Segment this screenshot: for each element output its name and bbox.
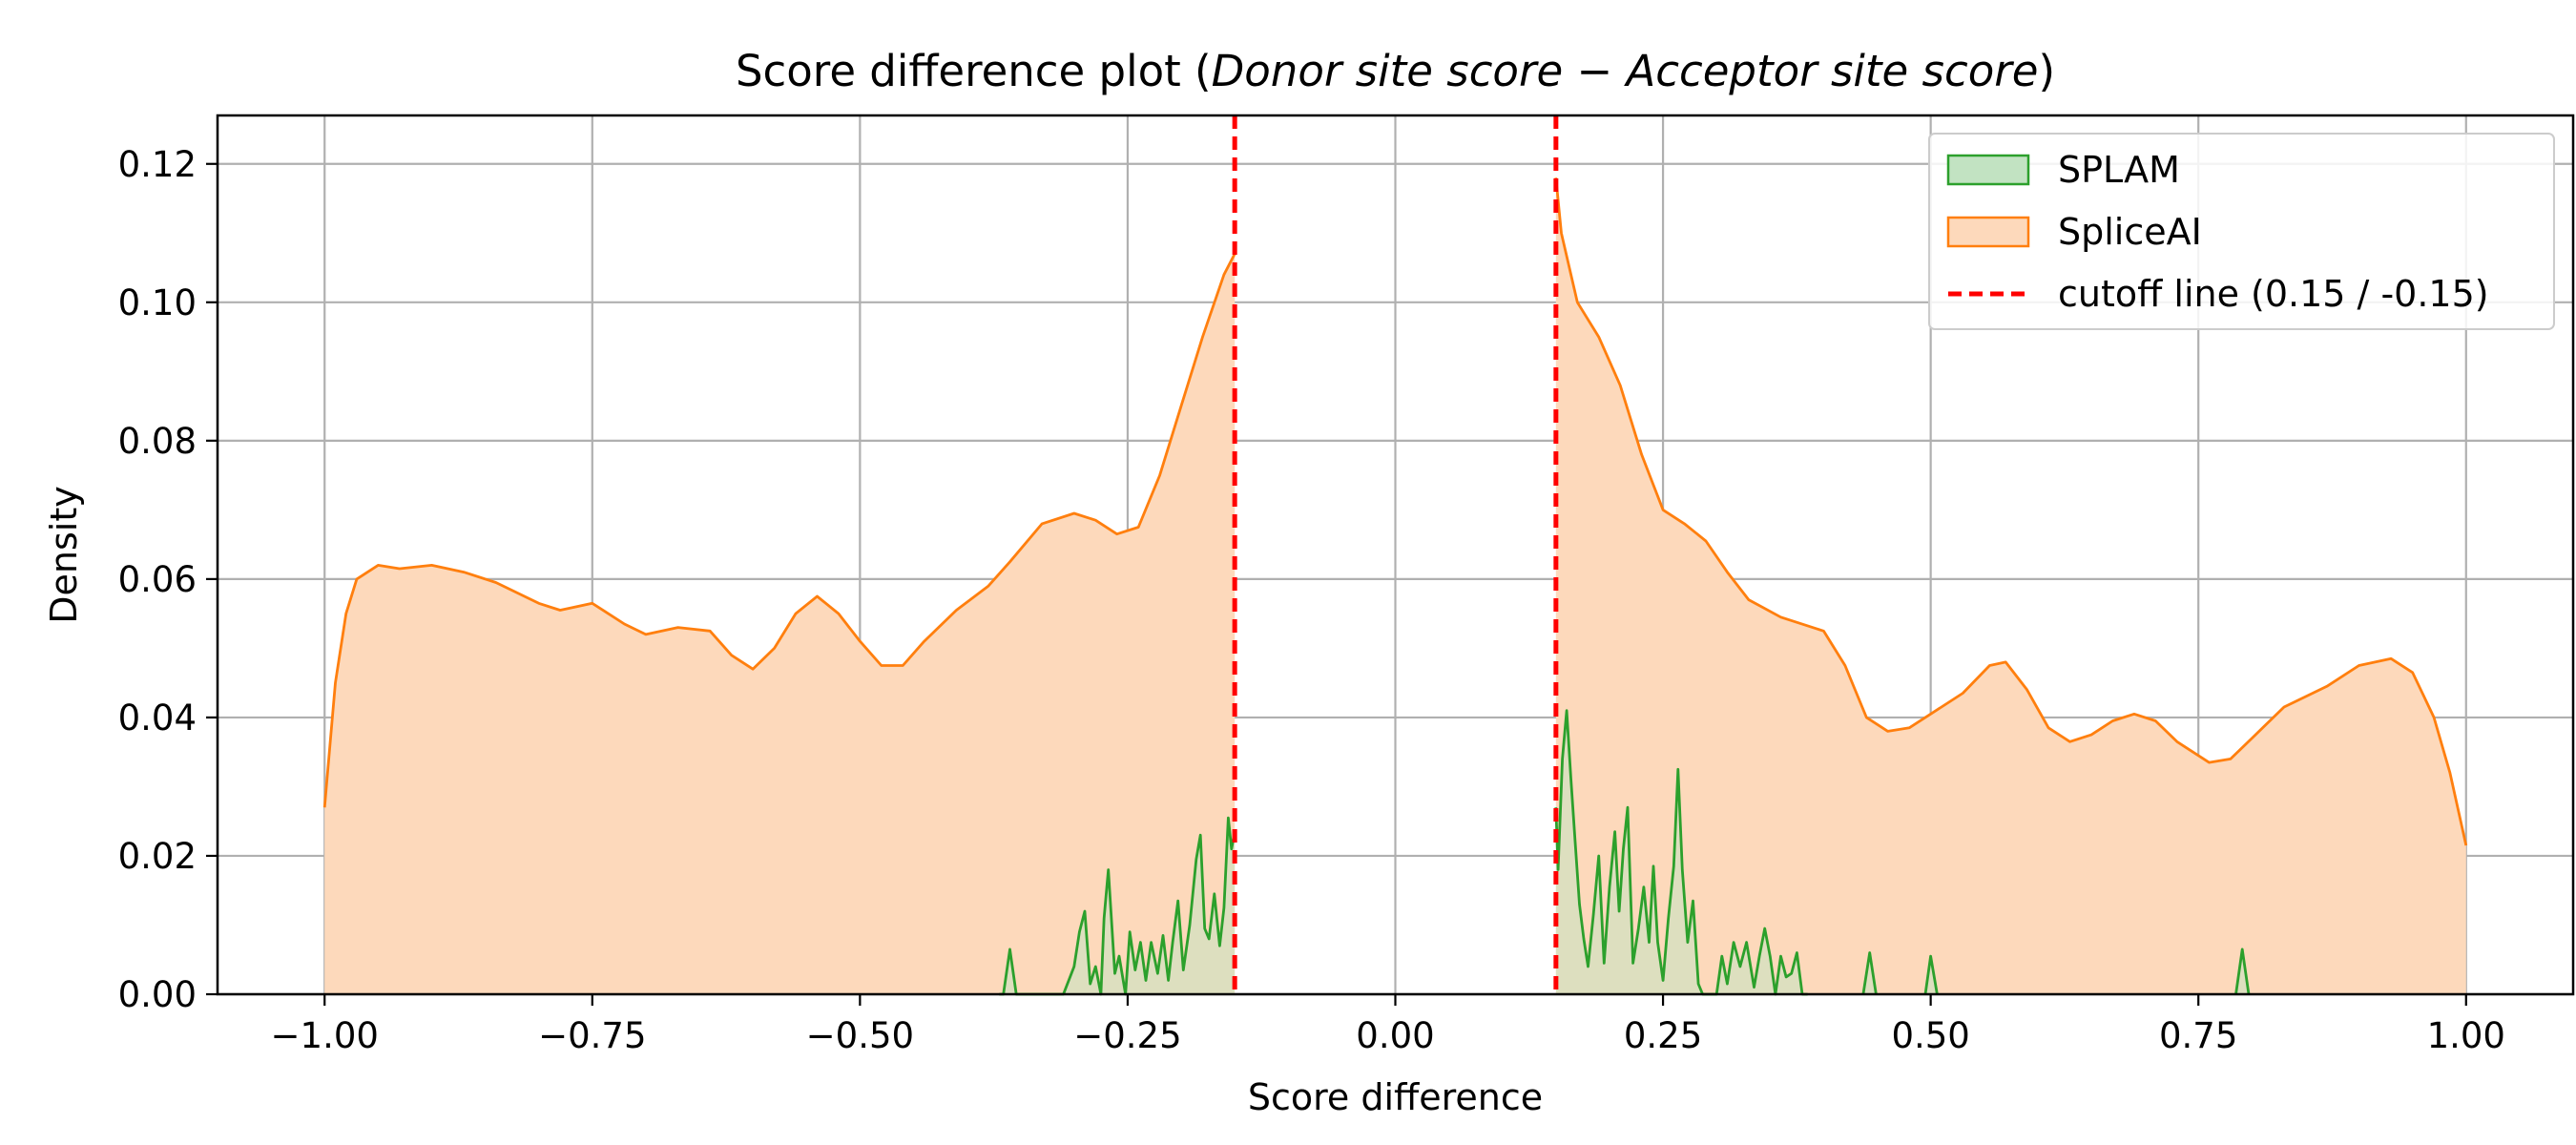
x-tick-label: 0.50	[1891, 1015, 1969, 1056]
splam-line-4	[2234, 947, 2251, 995]
x-tick-label: −0.50	[806, 1015, 914, 1056]
y-tick-label: 0.10	[118, 282, 197, 323]
chart-title: Score difference plot (Donor site score …	[736, 46, 2055, 96]
y-tick-label: 0.06	[118, 559, 197, 600]
x-tick-label: −0.75	[538, 1015, 646, 1056]
y-axis-label: Density	[43, 486, 85, 623]
splam-area-4	[2235, 948, 2249, 994]
y-tick-label: 0.08	[118, 421, 197, 462]
x-tick-label: 0.25	[1624, 1015, 1702, 1056]
legend-swatch-splam	[1946, 154, 2030, 186]
legend-label-cutoff: cutoff line (0.15 / -0.15)	[2058, 273, 2489, 315]
x-tick-label: −0.25	[1073, 1015, 1181, 1056]
legend-label-spliceai: SpliceAI	[2058, 211, 2202, 253]
splam-line-1	[1554, 709, 1808, 996]
chart-title-suffix: )	[2038, 46, 2055, 96]
spliceai-area-1	[1555, 177, 2466, 995]
splam-line-2	[1861, 951, 1878, 995]
splam-area-0	[999, 818, 1236, 994]
x-tick-label: 0.75	[2159, 1015, 2237, 1056]
y-tick-label: 0.00	[118, 974, 197, 1015]
spliceai-area-0	[324, 254, 1236, 994]
splam-line-3	[1923, 954, 1939, 995]
x-tick-label: −1.00	[271, 1015, 379, 1056]
spliceai-line-0	[322, 253, 1236, 808]
y-tick-label: 0.02	[118, 836, 197, 877]
chart-title-prefix: Score difference plot (	[736, 46, 1212, 96]
spliceai-line-1	[1554, 177, 2468, 846]
legend-swatch-spliceai	[1946, 216, 2030, 248]
legend-label-splam: SPLAM	[2058, 149, 2180, 191]
series-layer	[322, 177, 2468, 996]
legend-box	[1928, 133, 2555, 330]
x-tick-label: 1.00	[2427, 1015, 2505, 1056]
splam-area-2	[1862, 952, 1877, 994]
chart-title-italic: Donor site score − Acceptor site score	[1212, 46, 2039, 96]
x-axis-label: Score difference	[1248, 1076, 1543, 1118]
splam-line-0	[999, 816, 1236, 996]
splam-area-1	[1555, 710, 1808, 994]
legend: SPLAM SpliceAI cutoff line (0.15 / -0.15…	[1928, 133, 2555, 330]
x-tick-label: 0.00	[1356, 1015, 1434, 1056]
y-tick-label: 0.04	[118, 697, 197, 739]
y-tick-label: 0.12	[118, 144, 197, 185]
ticks-layer: −1.00 −0.75 −0.50 −0.25 0.00 0.25 0.50 0.75 1.00…	[118, 144, 2505, 1056]
